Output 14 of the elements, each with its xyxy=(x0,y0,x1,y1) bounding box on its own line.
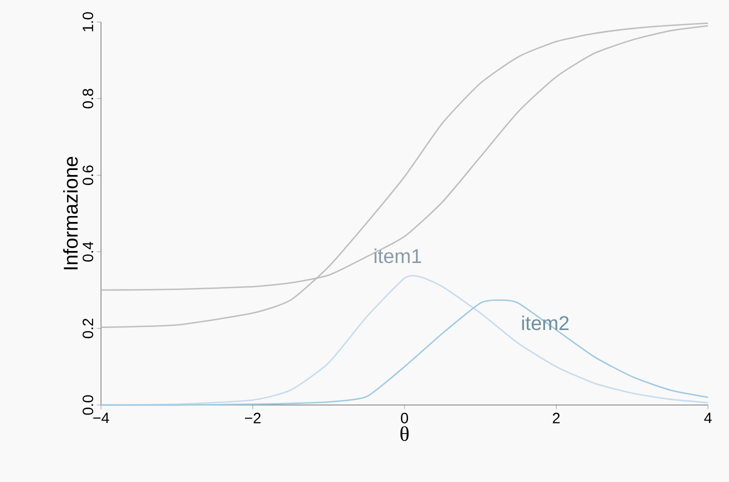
x-axis-title: θ xyxy=(400,426,409,442)
x-tick-label: 4 xyxy=(704,412,712,424)
y-tick-label: 0.2 xyxy=(82,318,94,338)
x-tick-label: −4 xyxy=(93,412,110,424)
y-tick-label: 0.4 xyxy=(82,242,94,262)
y-tick-label: 1.0 xyxy=(82,12,94,32)
y-tick-label: 0.8 xyxy=(82,88,94,108)
x-tick-label: 0 xyxy=(400,412,408,424)
series-label: item1 xyxy=(374,248,422,264)
y-tick-label: 0.0 xyxy=(82,395,94,415)
y-tick-label: 0.6 xyxy=(82,165,94,186)
x-tick-label: 2 xyxy=(552,412,560,424)
y-axis-title: Informazione xyxy=(63,156,78,270)
x-tick-label: −2 xyxy=(244,412,261,424)
